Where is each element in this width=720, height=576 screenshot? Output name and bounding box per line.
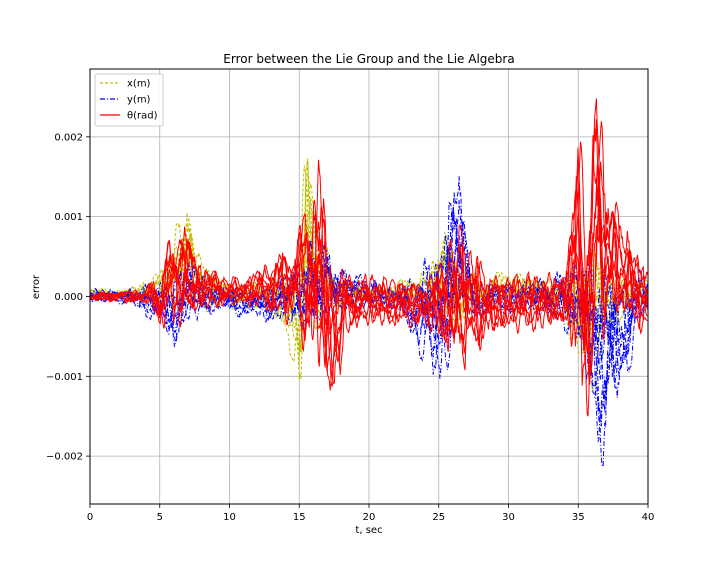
y-tick-label: 0.001 [54,212,83,223]
chart-title: Error between the Lie Group and the Lie … [223,52,514,66]
x-tick-label: 40 [642,512,655,523]
x-tick-label: 25 [432,512,445,523]
x-tick-label: 0 [87,512,93,523]
x-tick-label: 5 [157,512,163,523]
legend-label: θ(rad) [127,111,158,122]
y-tick-label: 0.000 [54,292,83,303]
y-tick-label: 0.002 [54,132,83,143]
x-tick-label: 10 [223,512,236,523]
x-tick-label: 15 [293,512,306,523]
x-ticks: 0 5 10 15 20 25 30 35 40 [87,504,655,523]
series-line [89,164,648,417]
series-line [89,98,648,386]
series-line [89,135,648,368]
y-axis-label: error [31,274,42,299]
x-tick-label: 35 [572,512,585,523]
x-tick-label: 20 [363,512,376,523]
legend: x(m) y(m) θ(rad) [94,73,164,127]
legend-box [94,73,164,127]
y-tick-label: −0.001 [46,372,83,383]
legend-label: y(m) [127,95,151,106]
legend-label: x(m) [127,79,151,90]
x-tick-label: 30 [502,512,515,523]
series-2 [89,98,648,417]
y-tick-label: −0.002 [46,452,83,463]
y-ticks: −0.002 −0.001 0.000 0.001 0.002 [46,132,90,463]
series-layer [89,98,648,468]
x-axis-label: t, sec [355,525,382,536]
